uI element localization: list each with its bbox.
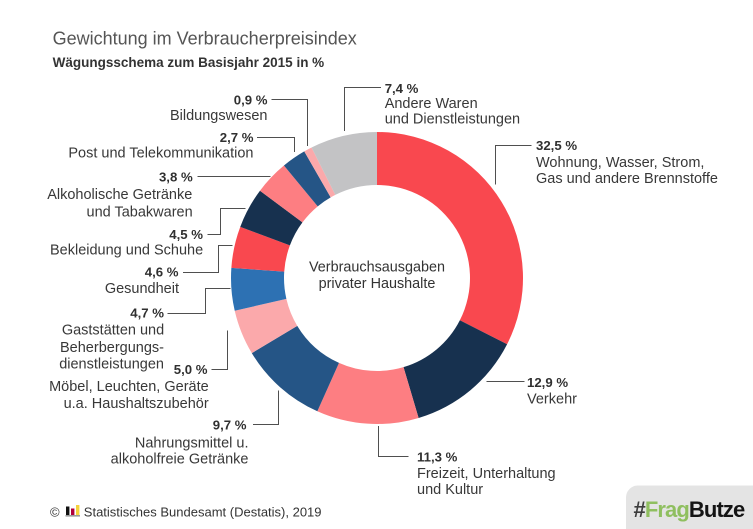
svg-text:7,4 %: 7,4 % bbox=[385, 81, 419, 96]
svg-text:und Tabakwaren: und Tabakwaren bbox=[87, 205, 193, 221]
svg-text:#FragButze: #FragButze bbox=[634, 497, 745, 522]
svg-text:4,6 %: 4,6 % bbox=[145, 265, 179, 280]
svg-text:Gas und andere Brennstoffe: Gas und andere Brennstoffe bbox=[536, 171, 718, 187]
svg-text:Post und Telekommunikation: Post und Telekommunikation bbox=[68, 146, 253, 162]
svg-text:u.a. Haushaltszubehör: u.a. Haushaltszubehör bbox=[64, 396, 209, 412]
svg-text:Freizeit, Unterhaltung: Freizeit, Unterhaltung bbox=[417, 466, 556, 482]
svg-text:32,5 %: 32,5 % bbox=[536, 138, 577, 153]
svg-text:und Dienstleistungen: und Dienstleistungen bbox=[385, 111, 520, 127]
svg-text:2,7 %: 2,7 % bbox=[220, 130, 254, 145]
svg-text:©: © bbox=[50, 505, 60, 520]
svg-text:Wohnung, Wasser, Strom,: Wohnung, Wasser, Strom, bbox=[536, 155, 704, 171]
svg-text:5,0 %: 5,0 % bbox=[174, 362, 208, 377]
svg-text:alkoholfreie Getränke: alkoholfreie Getränke bbox=[111, 451, 249, 467]
svg-text:dienstleistungen: dienstleistungen bbox=[59, 357, 164, 373]
svg-text:Andere Waren: Andere Waren bbox=[385, 96, 478, 112]
svg-text:Möbel, Leuchten, Geräte: Möbel, Leuchten, Geräte bbox=[49, 379, 209, 395]
svg-text:Gaststätten und: Gaststätten und bbox=[62, 323, 164, 339]
svg-text:4,7 %: 4,7 % bbox=[130, 305, 164, 320]
svg-text:Bekleidung und Schuhe: Bekleidung und Schuhe bbox=[50, 243, 203, 259]
svg-text:3,8 %: 3,8 % bbox=[159, 170, 193, 185]
svg-text:und Kultur: und Kultur bbox=[417, 482, 483, 498]
svg-text:Gewichtung im Verbraucherpreis: Gewichtung im Verbraucherpreisindex bbox=[53, 28, 357, 48]
svg-text:Beherbergungs-: Beherbergungs- bbox=[60, 340, 164, 356]
svg-text:privater Haushalte: privater Haushalte bbox=[319, 276, 436, 292]
svg-text:4,5 %: 4,5 % bbox=[169, 227, 203, 242]
svg-text:Alkoholische Getränke: Alkoholische Getränke bbox=[47, 187, 192, 203]
svg-text:0,9 %: 0,9 % bbox=[234, 93, 268, 108]
svg-text:11,3 %: 11,3 % bbox=[417, 450, 458, 465]
svg-text:Verkehr: Verkehr bbox=[527, 392, 577, 408]
svg-text:12,9 %: 12,9 % bbox=[527, 375, 568, 390]
svg-text:9,7 %: 9,7 % bbox=[213, 418, 247, 433]
svg-text:Nahrungsmittel u.: Nahrungsmittel u. bbox=[135, 435, 249, 451]
svg-text:Verbrauchsausgaben: Verbrauchsausgaben bbox=[309, 260, 445, 276]
svg-text:Gesundheit: Gesundheit bbox=[105, 281, 179, 297]
svg-text:Bildungswesen: Bildungswesen bbox=[170, 108, 268, 124]
svg-text:Wägungsschema zum Basisjahr 20: Wägungsschema zum Basisjahr 2015 in % bbox=[53, 55, 325, 70]
svg-text:Statistisches Bundesamt (Desta: Statistisches Bundesamt (Destatis), 2019 bbox=[84, 505, 322, 520]
